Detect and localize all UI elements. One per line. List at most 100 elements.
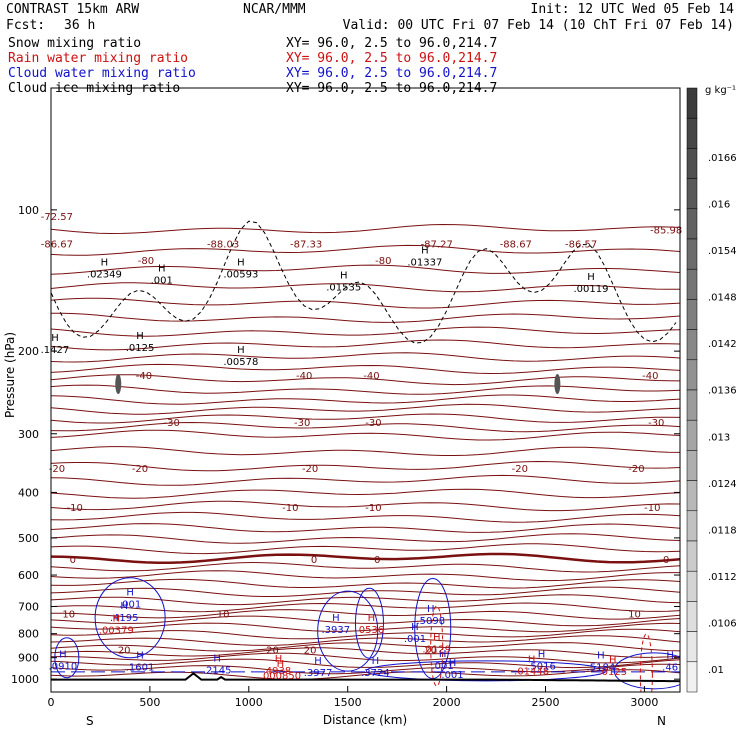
y-tick-label: 700 (18, 600, 39, 613)
snow-mixing-maximum (554, 373, 561, 394)
isotherm-line (51, 609, 680, 620)
isotherm-line (51, 578, 680, 589)
isotherm-line (51, 394, 680, 405)
cloud-ice-max-h-marker: H (101, 257, 109, 268)
cloud-ice-max-value: .00593 (223, 269, 258, 280)
isotherm-line (51, 552, 680, 564)
y-tick-label: 900 (18, 652, 39, 665)
valid-time: Valid: 00 UTC Fri 07 Feb 14 (10 ChT Fri … (343, 18, 734, 33)
isotherm-line (51, 622, 680, 633)
rain-water-max-value: .0125 (598, 667, 627, 678)
isotherm-label: 20 (424, 646, 437, 657)
cloud-water-max-h-marker: H (136, 651, 144, 662)
cloud-water-max-h-marker: H (449, 658, 457, 669)
x-tick-label: 3000 (630, 696, 658, 709)
figure-title: CONTRAST 15km ARW (6, 2, 139, 17)
field-snow-label: Snow mixing ratio (8, 36, 141, 51)
isotherm-line (51, 523, 680, 533)
isotherm-line (51, 429, 680, 441)
cloud-water-max-value: .001 (441, 670, 463, 681)
rain-water-max-value: .00379 (99, 626, 134, 637)
cloud-water-max-value: .001 (404, 634, 426, 645)
cloud-ice-max-h-marker: H (51, 333, 59, 344)
y-tick-label: 1000 (11, 673, 39, 686)
isotherm-line (51, 297, 680, 309)
cloud-water-max-h-marker: H (332, 613, 340, 624)
isotherm-label: -87.33 (290, 240, 322, 251)
rain-water-max-h-marker: H (113, 614, 121, 625)
x-tick-label: 2000 (433, 696, 461, 709)
colorbar-segment (686, 601, 698, 632)
isotherm-label: 0 (663, 555, 669, 566)
cloud-water-contour (365, 660, 607, 682)
producer-label: NCAR/MMM (243, 2, 306, 17)
cloud-water-max-value: .0910 (49, 662, 78, 673)
cloud-ice-max-h-marker: H (136, 331, 144, 342)
terrain-line (51, 672, 680, 683)
isotherm-label: -20 (628, 464, 644, 475)
rain-water-max-value: .000850 (260, 671, 301, 682)
colorbar-segment (686, 208, 698, 240)
colorbar-segment (686, 178, 698, 210)
rain-water-max-h-marker: H (368, 613, 376, 624)
isotherm-line (51, 642, 680, 652)
cloud-ice-max-h-marker: H (158, 263, 166, 274)
isotherm-label: -30 (648, 418, 664, 429)
cloud-water-max-value: .3724 (361, 668, 390, 679)
colorbar-segment (686, 419, 698, 451)
isotherm-line (51, 312, 680, 323)
colorbar-segment (686, 510, 698, 542)
colorbar-segment (686, 87, 698, 119)
isotherm-line (51, 363, 680, 375)
rain-water-contour (430, 605, 444, 687)
y-tick-label: 800 (18, 628, 39, 641)
cloud-ice-max-h-marker: H (237, 345, 245, 356)
isotherm-line (51, 244, 680, 256)
cloud-water-max-h-marker: H (126, 588, 134, 599)
cloud-water-max-value: .46 (662, 663, 678, 674)
isotherm-line (51, 615, 680, 627)
south-end-label: S (86, 714, 94, 728)
isotherm-label: -30 (294, 418, 310, 429)
x-tick-label: 0 (48, 696, 55, 709)
colorbar-tick-label: .016 (708, 200, 730, 211)
cloud-ice-max-h-marker: H (237, 257, 245, 268)
isotherm-line (51, 647, 680, 658)
colorbar-segment (686, 329, 698, 361)
isotherm-line (51, 421, 680, 433)
forecast-hours: 36 h (64, 18, 95, 33)
field-rain-xy: XY= 96.0, 2.5 to 96.0,214.7 (286, 51, 497, 66)
isotherm-label: -88.67 (500, 240, 532, 251)
isotherm-line (51, 446, 680, 456)
isotherm-line (51, 282, 680, 293)
isotherm-line (51, 511, 680, 523)
cloud-ice-max-value: .0125 (126, 343, 155, 354)
colorbar-tick-label: .0148 (708, 293, 737, 304)
y-tick-label: 600 (18, 569, 39, 582)
cloud-ice-max-value: .01337 (407, 257, 442, 268)
cloud-water-max-h-marker: H (120, 601, 128, 612)
forecast-label: Fcst: (6, 18, 45, 33)
cloud-ice-max-value: .00119 (573, 284, 608, 295)
isotherm-label: 10 (62, 610, 75, 621)
isotherm-line (51, 543, 680, 555)
isotherm-label: -87.27 (421, 240, 453, 251)
cloud-ice-max-value: .001 (151, 275, 173, 286)
cloud-water-max-h-marker: H (538, 650, 546, 661)
isotherm-line (51, 223, 680, 235)
colorbar-tick-label: .0106 (708, 618, 737, 629)
plot-frame (50, 87, 681, 693)
cloud-water-max-h-marker: H (59, 650, 67, 661)
isotherm-label: -10 (67, 503, 83, 514)
cloud-water-max-value: .5098 (416, 616, 445, 627)
isotherm-label: -40 (136, 371, 152, 382)
cloud-water-max-h-marker: H (411, 622, 419, 633)
isotherm-line (51, 570, 680, 582)
field-cloudwater-xy: XY= 96.0, 2.5 to 96.0,214.7 (286, 66, 497, 81)
isotherm-line (51, 628, 680, 640)
cloud-ice-max-value: .00578 (223, 357, 258, 368)
colorbar-tick-label: .0142 (708, 339, 737, 350)
isotherm-label: 10 (628, 610, 641, 621)
colorbar-segment (686, 661, 698, 693)
colorbar-segment (686, 117, 698, 149)
